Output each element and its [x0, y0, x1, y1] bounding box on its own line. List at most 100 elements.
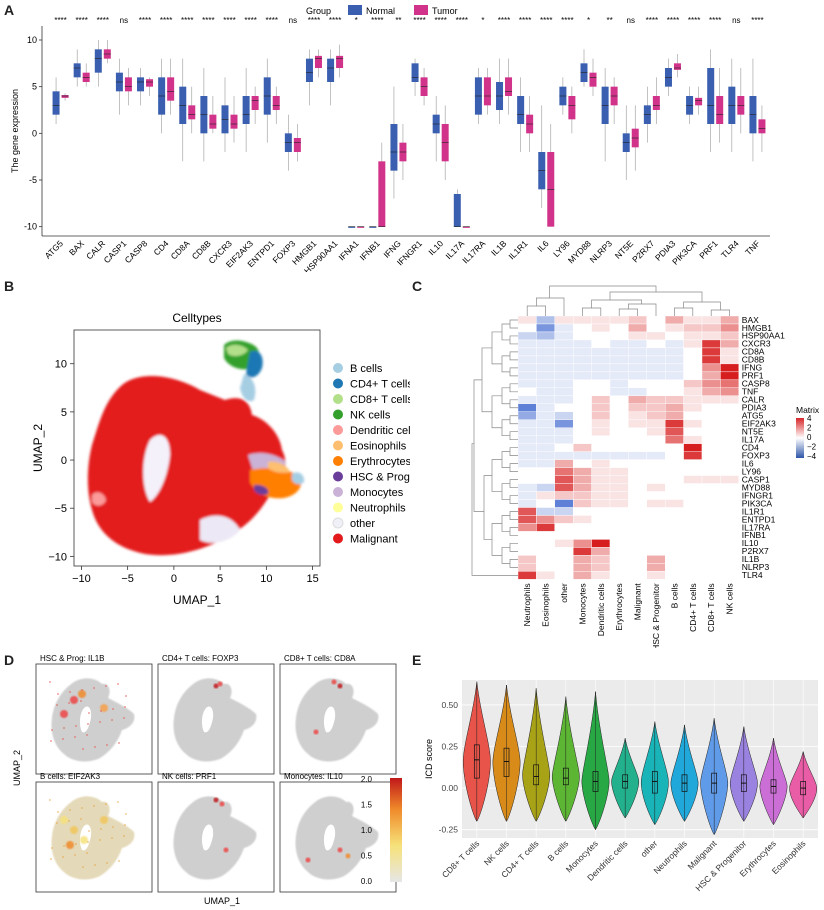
- heatmap-cell: [554, 459, 574, 468]
- heatmap-cell: [536, 395, 556, 404]
- featureplot-hotspot: [337, 683, 343, 689]
- heatmap-cell: [628, 411, 647, 420]
- cluster-cd4: [246, 350, 263, 378]
- heatmap-cell: [517, 331, 537, 341]
- a-sig-label: **: [395, 16, 401, 25]
- heatmap-row-label: LY96: [742, 466, 761, 476]
- heatmap-cell: [572, 475, 592, 484]
- heatmap-cell: [683, 539, 703, 548]
- colorbar-ticks: 2.0 1.5 1.0 0.5 0.0: [361, 775, 373, 886]
- heatmap-cell: [720, 539, 739, 548]
- heatmap-row-label: FOXP3: [742, 450, 770, 460]
- heatmap-cell: [628, 443, 647, 452]
- heatmap-cell: [628, 363, 647, 373]
- featureplot-dot: [118, 742, 120, 744]
- heatmap-cell: [517, 387, 537, 396]
- featureplot-hotspot: [337, 847, 343, 853]
- dendrogram-branch: [501, 515, 510, 532]
- a-box: [230, 114, 238, 129]
- heatmap-cell: [628, 323, 647, 333]
- featureplot-dot: [63, 845, 65, 847]
- a-box: [695, 97, 703, 106]
- violin-category-label: CD8+ T cells: [440, 838, 481, 879]
- heatmap-cell: [683, 419, 703, 428]
- a-box: [568, 96, 576, 120]
- a-gene-label: IL1R1: [506, 238, 529, 261]
- panel-letter-e: E: [412, 652, 422, 668]
- heatmap-cell: [701, 491, 721, 500]
- a-box: [505, 77, 513, 96]
- a-sig-label: ****: [498, 16, 510, 25]
- heatmap-cell: [720, 499, 739, 508]
- heatmap-col-label: Erythrocytes: [614, 583, 624, 630]
- heatmap-cell: [646, 483, 666, 492]
- heatmap-cell: [720, 547, 739, 556]
- heatmap-cell: [517, 395, 537, 404]
- heatmap-cell: [628, 403, 647, 412]
- featureplot-hotspot: [100, 816, 108, 824]
- a-sig-label: ****: [202, 16, 214, 25]
- heatmap-cell: [701, 435, 721, 444]
- heatmap-cell: [517, 363, 537, 373]
- a-legend-swatch: [348, 5, 362, 15]
- heatmap-cell: [609, 523, 629, 532]
- heatmap-cell: [572, 531, 592, 540]
- heatmap-cell: [701, 523, 721, 532]
- heatmap-cell: [646, 459, 666, 468]
- heatmap-cell: [554, 539, 574, 548]
- a-box: [52, 91, 60, 115]
- heatmap-cell: [572, 387, 592, 396]
- heatmap-cell: [628, 371, 647, 381]
- heatmap-cell: [683, 395, 703, 404]
- a-sig-label: ****: [54, 16, 66, 25]
- violin-ylabel: ICD score: [424, 739, 434, 779]
- umap-legend-label: Malignant: [350, 534, 398, 546]
- heatmap-cell: [628, 467, 647, 476]
- colorbar-tick-label: 0.0: [361, 877, 373, 886]
- heatmap-cell: [646, 507, 666, 516]
- heatmap-col-label: B cells: [669, 583, 679, 608]
- heatmap-cell: [554, 547, 574, 556]
- heatmap-cell: [664, 443, 684, 452]
- heatmap-cell: [572, 483, 592, 492]
- heatmap-cell: [701, 363, 721, 373]
- dendrogram-branch: [491, 331, 502, 365]
- heatmap-cell: [536, 411, 556, 420]
- heatmap-cell: [628, 419, 647, 428]
- a-gene-label: IL17RA: [460, 238, 487, 265]
- a-box: [348, 226, 356, 228]
- heatmap-cell: [701, 315, 721, 325]
- heatmap-cell: [554, 315, 574, 325]
- dendrogram-branch: [491, 459, 502, 492]
- heatmap-cell: [646, 419, 666, 428]
- heatmap-cell: [609, 363, 629, 373]
- heatmap-row-label: HSP90AA1: [742, 331, 785, 341]
- dendrogram-branch: [509, 383, 518, 393]
- heatmap-cell: [720, 347, 739, 357]
- featureplot-hole: [323, 706, 336, 733]
- a-box: [673, 63, 681, 70]
- heatmap-cell: [591, 371, 611, 381]
- col-dendrogram: [526, 285, 730, 316]
- heatmap-cell: [664, 435, 684, 444]
- featureplot: CD8+ T cells: CD8A: [279, 654, 397, 775]
- featureplot-hotspot: [223, 847, 229, 853]
- featureplot-dot: [111, 719, 113, 721]
- featureplot-hotspot: [217, 681, 223, 687]
- heatmap-cell: [701, 395, 721, 404]
- cluster-malignant: [87, 375, 286, 556]
- dendrogram-branch: [628, 303, 657, 316]
- heatmap-cell: [683, 363, 703, 373]
- heatmap-cell: [572, 427, 592, 436]
- umap-frame: [73, 329, 321, 567]
- a-sig-label: ****: [97, 16, 109, 25]
- heatmap-cell: [646, 371, 666, 381]
- heatmap-cell: [683, 403, 703, 412]
- a-box: [390, 124, 398, 171]
- a-box: [146, 79, 154, 87]
- heatmap-cell: [683, 507, 703, 516]
- violin-box: [503, 747, 510, 777]
- heatmap-cell: [572, 395, 592, 404]
- heatmap-cell: [554, 563, 574, 572]
- heatmap-cell: [628, 555, 647, 564]
